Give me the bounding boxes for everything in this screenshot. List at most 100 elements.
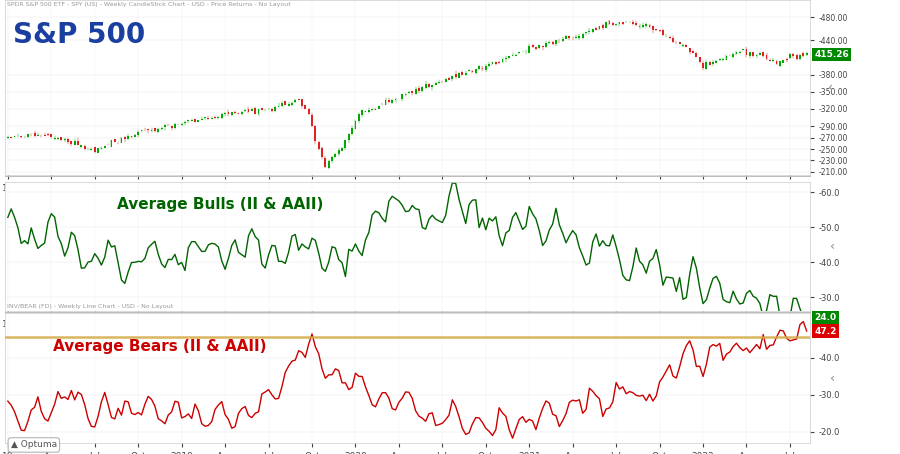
Bar: [154, 128, 156, 131]
Bar: [97, 148, 99, 153]
Bar: [211, 118, 212, 119]
Bar: [371, 109, 373, 110]
Bar: [301, 99, 303, 106]
Bar: [595, 28, 597, 30]
Bar: [608, 20, 610, 24]
Bar: [328, 161, 329, 168]
Bar: [669, 37, 670, 38]
Bar: [318, 142, 320, 149]
Bar: [104, 146, 105, 148]
Text: SPDR S&P 500 ETF - SPY (US) - Weekly CandleStick Chart - USD - Price Returns - N: SPDR S&P 500 ETF - SPY (US) - Weekly Can…: [7, 2, 291, 7]
Bar: [91, 149, 93, 150]
Bar: [511, 55, 514, 56]
Text: S&P 500: S&P 500: [13, 21, 145, 49]
Bar: [261, 109, 263, 110]
Bar: [144, 129, 146, 130]
Bar: [716, 60, 717, 63]
Bar: [662, 30, 664, 35]
Bar: [692, 51, 694, 53]
Bar: [538, 45, 540, 48]
Bar: [756, 55, 758, 56]
Bar: [552, 42, 554, 44]
Bar: [632, 22, 634, 24]
Bar: [735, 52, 737, 54]
Bar: [408, 92, 410, 93]
Bar: [60, 137, 62, 140]
Bar: [688, 48, 690, 52]
Bar: [515, 55, 517, 56]
Bar: [138, 132, 140, 135]
Bar: [255, 108, 256, 114]
Bar: [488, 64, 490, 66]
Bar: [642, 25, 643, 27]
Bar: [749, 52, 751, 56]
Bar: [725, 56, 727, 59]
Bar: [462, 72, 464, 75]
Bar: [452, 76, 454, 79]
Bar: [27, 134, 29, 137]
Bar: [10, 137, 12, 138]
Bar: [392, 100, 393, 103]
Bar: [602, 25, 604, 28]
Bar: [425, 84, 427, 88]
Bar: [491, 62, 493, 64]
Text: ‹: ‹: [830, 240, 835, 253]
Bar: [33, 133, 35, 137]
Bar: [579, 36, 580, 39]
Bar: [421, 87, 423, 91]
Bar: [220, 114, 222, 118]
Bar: [228, 112, 230, 114]
Bar: [140, 130, 142, 131]
Bar: [675, 42, 677, 43]
Bar: [184, 122, 186, 123]
Bar: [598, 26, 600, 30]
Bar: [418, 89, 420, 92]
Bar: [378, 106, 380, 109]
Bar: [776, 60, 778, 64]
Bar: [464, 73, 467, 74]
Bar: [445, 79, 446, 82]
Bar: [331, 157, 333, 161]
Bar: [84, 146, 86, 148]
Bar: [241, 112, 243, 114]
Bar: [752, 52, 754, 56]
Bar: [134, 135, 136, 138]
Bar: [234, 112, 236, 113]
Bar: [191, 120, 193, 121]
Bar: [164, 125, 166, 127]
Bar: [581, 34, 583, 38]
Bar: [548, 42, 550, 43]
Bar: [472, 71, 473, 72]
Bar: [589, 31, 590, 32]
Bar: [655, 29, 657, 30]
Bar: [468, 70, 470, 71]
Bar: [405, 94, 407, 95]
Text: Average Bears (II & AAII): Average Bears (II & AAII): [53, 339, 266, 354]
Bar: [679, 43, 680, 44]
Bar: [298, 99, 300, 100]
Bar: [130, 136, 132, 138]
Bar: [592, 30, 594, 32]
Text: ‹: ‹: [828, 81, 832, 94]
Bar: [505, 58, 507, 59]
Bar: [231, 112, 233, 115]
Bar: [335, 154, 337, 157]
Bar: [238, 113, 239, 114]
Bar: [224, 113, 226, 114]
Bar: [204, 117, 206, 118]
Bar: [291, 103, 292, 105]
Bar: [382, 104, 383, 105]
Text: Average Bulls (II & AAII): Average Bulls (II & AAII): [117, 197, 324, 212]
Bar: [187, 120, 189, 121]
Bar: [214, 117, 216, 118]
Bar: [796, 55, 797, 59]
Bar: [271, 109, 273, 111]
Bar: [248, 109, 249, 112]
Bar: [278, 105, 280, 107]
Text: 24.0: 24.0: [814, 313, 836, 322]
Bar: [448, 78, 450, 79]
Text: INV/BEAR (FD) - Weekly Line Chart - USD - No Layout: INV/BEAR (FD) - Weekly Line Chart - USD …: [7, 304, 173, 309]
Bar: [779, 61, 781, 66]
Bar: [197, 120, 199, 122]
Bar: [645, 25, 647, 26]
